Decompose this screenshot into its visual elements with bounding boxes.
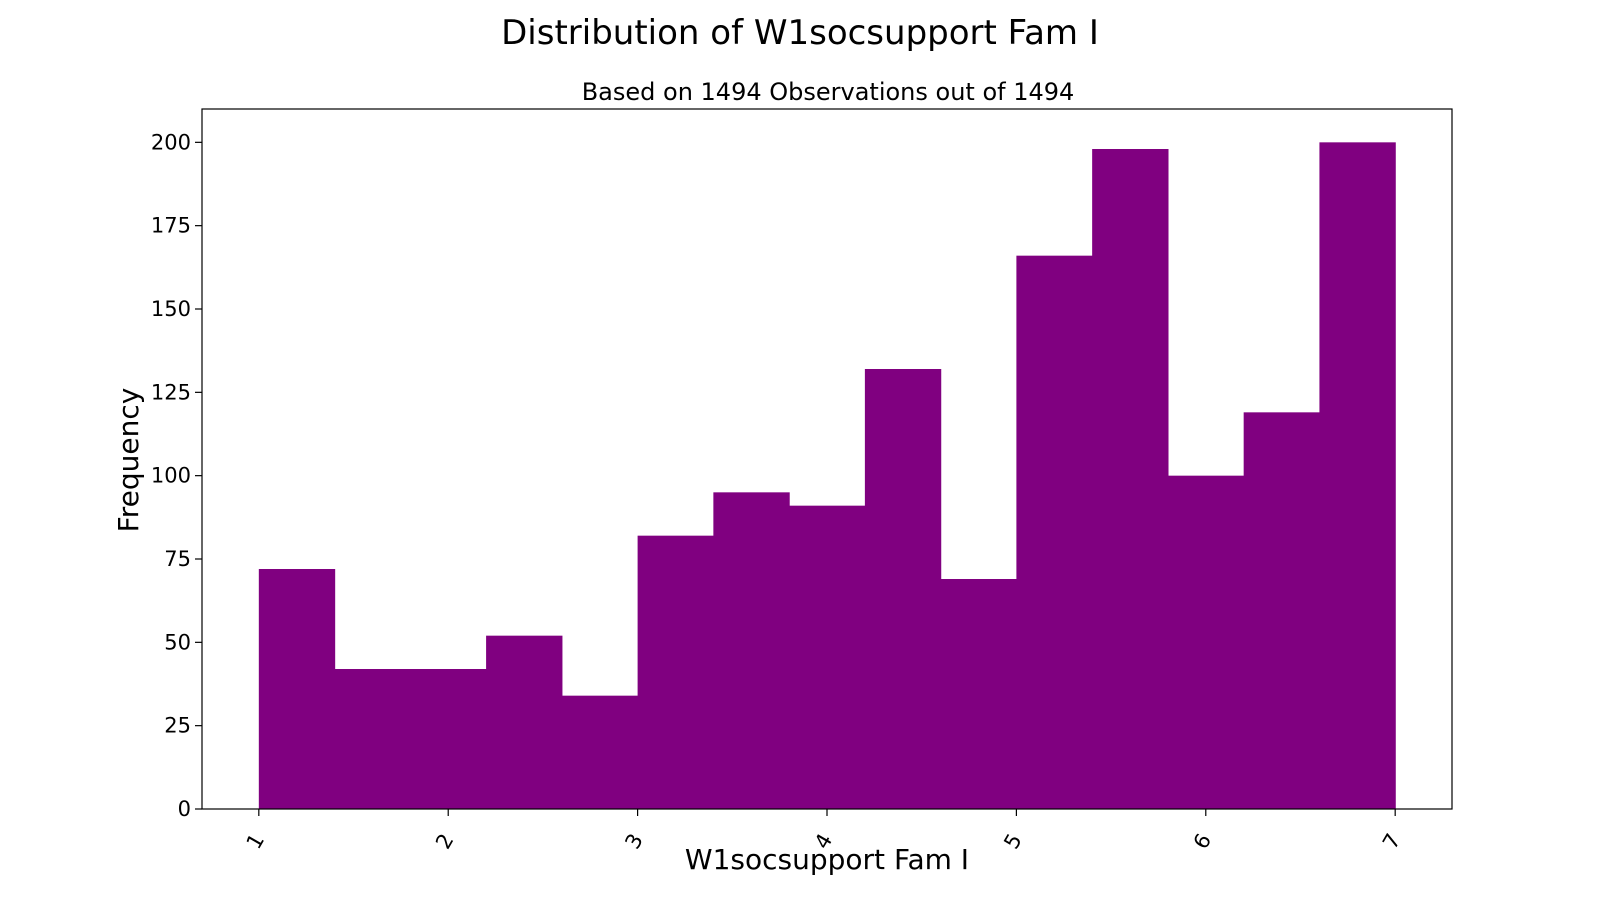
y-tick-label: 100 [151,464,191,488]
y-tick-label: 50 [164,630,191,654]
histogram-bar [864,369,942,809]
histogram-bar [561,695,639,809]
histogram-bar [1319,142,1396,810]
x-tick-label: 1 [242,830,269,854]
x-tick-label: 7 [1378,830,1405,854]
y-tick-label: 25 [164,714,191,738]
histogram-bar [940,579,1017,809]
x-tick-label: 2 [431,830,458,854]
histogram-bar [713,492,790,809]
x-tick-label: 5 [999,830,1026,854]
histogram-bar [410,669,487,809]
y-tick-label: 150 [151,297,191,321]
histogram-bar [486,635,563,809]
chart-subtitle: Based on 1494 Observations out of 1494 [582,78,1075,106]
histogram-bar [1016,255,1093,809]
x-tick-label: 3 [620,830,647,854]
y-tick-label: 75 [164,547,191,571]
histogram-bar [637,535,714,809]
histogram-bar [334,669,411,809]
plot-area-frame [201,108,1453,810]
histogram-bar [789,505,866,809]
x-axis-label: W1socsupport Fam I [685,843,969,876]
histogram-bar [1092,149,1169,809]
histogram-bars [258,142,1396,810]
y-tick-label: 125 [151,380,191,404]
histogram-bar [1167,475,1245,809]
y-axis-label: Frequency [112,388,145,533]
y-tick-label: 175 [151,214,191,238]
y-tick-label: 0 [178,797,191,821]
histogram-bar [1243,412,1321,809]
x-tick-label: 6 [1189,830,1216,854]
y-tick-label: 200 [151,130,191,154]
chart-title: Distribution of W1socsupport Fam I [501,13,1099,53]
histogram-bar [258,569,336,809]
y-axis-ticks: 0 25 50 75 100 125 150 175 200 [151,130,202,821]
